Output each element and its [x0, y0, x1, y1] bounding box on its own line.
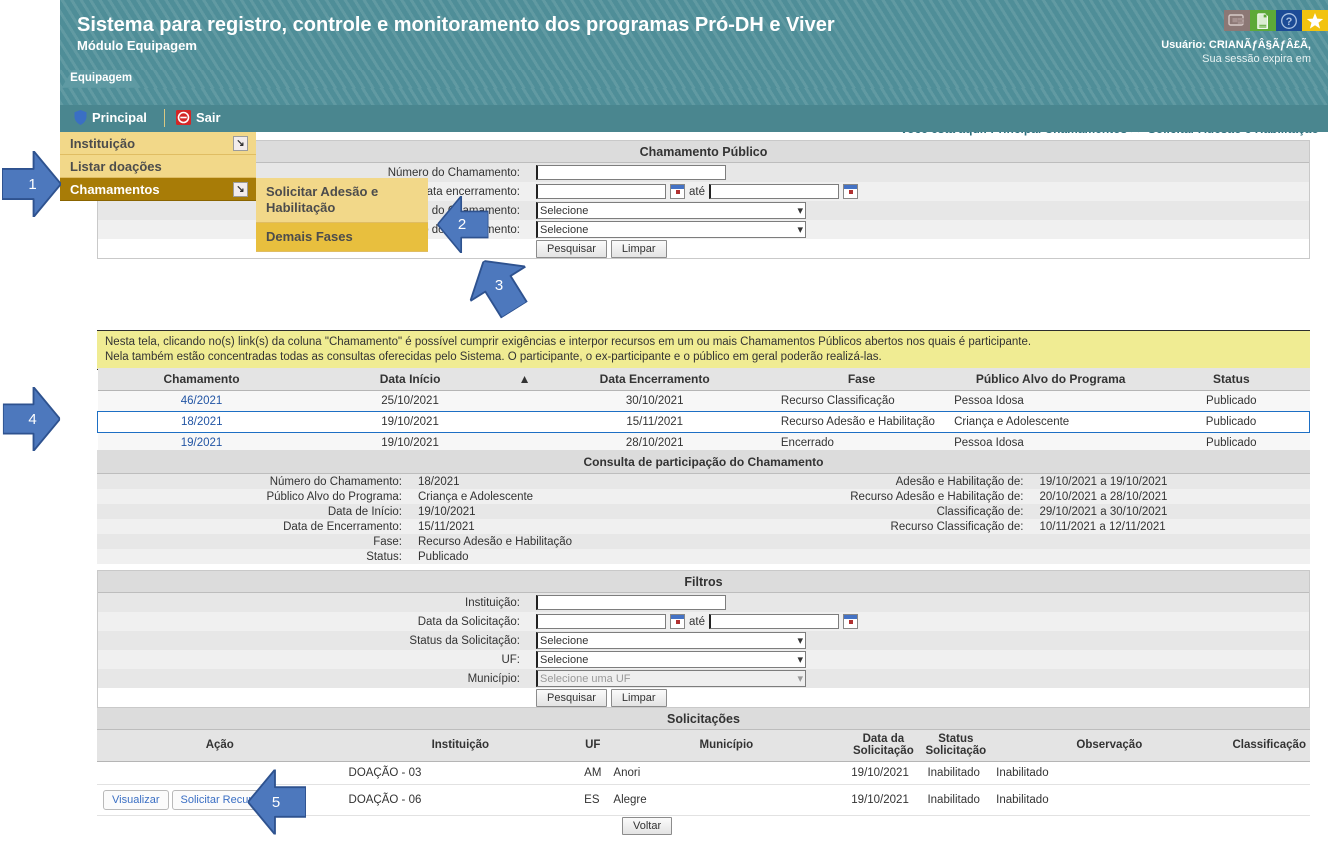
svg-text:?: ?: [1286, 16, 1293, 28]
